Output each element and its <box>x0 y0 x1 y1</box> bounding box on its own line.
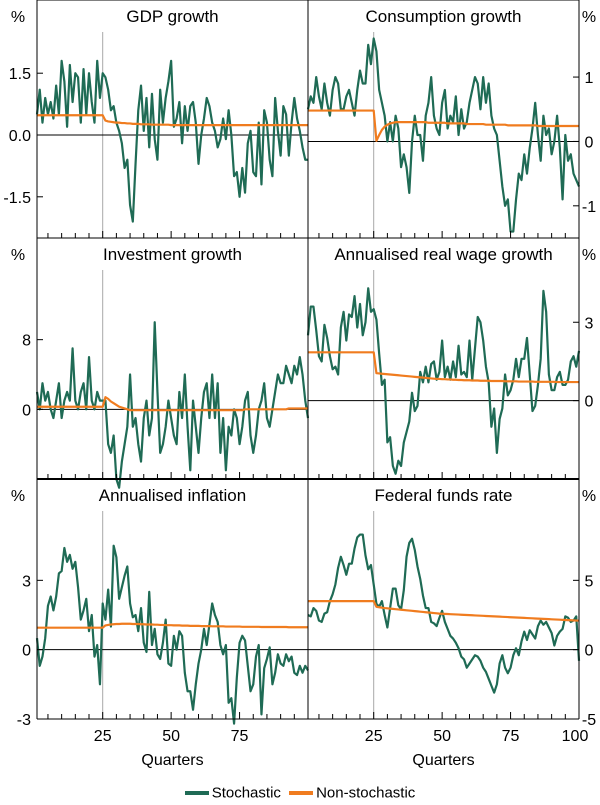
series-line-nonstochastic <box>308 109 579 142</box>
panel-title: Annualised inflation <box>99 486 246 505</box>
x-axis-title: Quarters <box>141 752 203 769</box>
panel-2: Consumption growth 1 0 -1% <box>306 7 596 238</box>
y-unit-label: % <box>582 247 596 264</box>
legend-item-nonstochastic: Non-stochastic <box>289 784 415 802</box>
y-tick-label: 1 <box>585 70 594 87</box>
y-tick-label: 0 <box>585 643 594 660</box>
series-line-stochastic <box>306 287 581 475</box>
series-line-stochastic <box>35 321 310 489</box>
panel-4: Annualised real wage growth 3 0% <box>306 245 596 479</box>
y-unit-label: % <box>11 247 25 264</box>
series-line-nonstochastic <box>37 396 308 412</box>
y-tick-label: 3 <box>22 573 31 590</box>
y-tick-label: 1.5 <box>9 66 31 83</box>
panel-title: Investment growth <box>103 245 242 264</box>
y-unit-label: % <box>11 9 25 26</box>
panel-1: GDP growth 1.5 0.0 -1.5% <box>3 7 308 238</box>
y-tick-label: 5 <box>585 573 594 590</box>
x-axis-title: Quarters <box>412 752 474 769</box>
y-unit-label: % <box>582 9 596 26</box>
panel-title: Annualised real wage growth <box>334 245 552 264</box>
panel-6: Federal funds rate 5 0 -5% <box>307 486 596 729</box>
y-unit-label: % <box>11 488 25 505</box>
x-tick-label: 75 <box>231 728 249 745</box>
y-tick-label: 8 <box>22 333 31 350</box>
series-line-stochastic <box>35 544 309 725</box>
series-line-nonstochastic <box>308 351 579 384</box>
y-tick-label: 0.0 <box>9 128 31 145</box>
series-line-nonstochastic <box>37 622 308 629</box>
y-tick-label: -1 <box>582 199 596 216</box>
y-tick-label: 3 <box>585 315 594 332</box>
y-tick-label: -5 <box>582 712 596 729</box>
y-tick-label: 0 <box>22 402 31 419</box>
x-tick-label: 100 <box>562 728 589 745</box>
panel-title: GDP growth <box>126 7 218 26</box>
legend-swatch-stochastic <box>184 791 209 796</box>
series-line-nonstochastic <box>37 114 308 127</box>
legend-item-stochastic: Stochastic <box>184 784 281 802</box>
y-tick-label: -3 <box>17 712 31 729</box>
panel-3: Investment growth 8 0% <box>11 245 310 489</box>
y-tick-label: 0 <box>22 643 31 660</box>
series-line-nonstochastic <box>308 600 579 622</box>
panel-5: Annualised inflation 3 0 -3% <box>11 486 309 729</box>
x-tick-label: 50 <box>433 728 451 745</box>
series-line-stochastic <box>306 37 581 233</box>
legend-label-nonstochastic: Non-stochastic <box>316 784 416 802</box>
x-tick-label: 25 <box>94 728 112 745</box>
y-tick-label: 0 <box>585 394 594 411</box>
series-line-stochastic <box>35 59 308 223</box>
x-tick-label: 75 <box>502 728 520 745</box>
x-tick-label: 50 <box>162 728 180 745</box>
x-tick-label: 25 <box>365 728 383 745</box>
panel-title: Consumption growth <box>366 7 522 26</box>
panel-title: Federal funds rate <box>375 486 513 505</box>
y-unit-label: % <box>582 488 596 505</box>
legend: Stochastic Non-stochastic <box>0 784 600 804</box>
legend-label-stochastic: Stochastic <box>211 784 281 802</box>
y-tick-label: 0 <box>585 134 594 151</box>
legend-swatch-nonstochastic <box>289 791 314 796</box>
y-tick-label: -1.5 <box>3 190 31 207</box>
series-line-stochastic <box>307 533 581 694</box>
